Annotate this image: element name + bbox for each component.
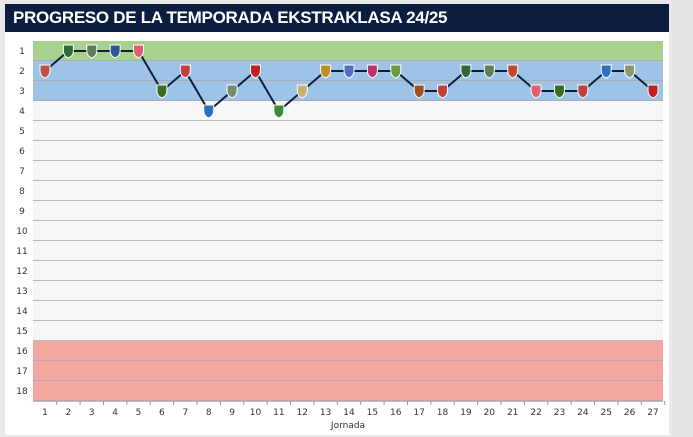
x-tick-label: 17 (413, 408, 424, 418)
team-crest-marker (156, 84, 168, 99)
team-crest-marker (296, 84, 308, 99)
x-tick-label: 21 (507, 408, 518, 418)
row-band-3 (33, 81, 663, 101)
x-tick-label: 3 (89, 408, 95, 418)
row-band-14 (33, 301, 663, 321)
scroll-strip (672, 0, 693, 437)
team-crest-marker (413, 84, 425, 99)
y-tick-label: 4 (19, 107, 25, 117)
x-tick-label: 7 (182, 408, 188, 418)
team-crest-marker (320, 64, 332, 79)
row-band-9 (33, 201, 663, 221)
x-tick-label: 2 (66, 408, 72, 418)
x-tick-label: 11 (273, 408, 284, 418)
y-tick-label: 1 (19, 47, 25, 57)
y-tick-label: 2 (19, 67, 25, 77)
x-tick-label: 6 (159, 408, 165, 418)
row-band-11 (33, 241, 663, 261)
x-tick-label: 19 (460, 408, 472, 418)
y-tick-label: 9 (19, 207, 25, 217)
team-crest-marker (530, 84, 542, 99)
row-band-7 (33, 161, 663, 181)
x-tick-label: 27 (647, 408, 658, 418)
row-band-10 (33, 221, 663, 241)
x-tick-label: 14 (343, 408, 355, 418)
team-crest-marker (553, 84, 565, 99)
x-tick-label: 1 (42, 408, 48, 418)
team-crest-marker (203, 104, 215, 119)
row-band-5 (33, 121, 663, 141)
row-band-6 (33, 141, 663, 161)
team-crest-marker (39, 64, 51, 79)
team-crest-marker (647, 84, 659, 99)
team-crest-marker (273, 104, 285, 119)
team-crest-marker (109, 44, 121, 59)
y-tick-label: 12 (16, 267, 27, 277)
row-band-17 (33, 361, 663, 381)
team-crest-marker (437, 84, 449, 99)
team-crest-marker (577, 84, 589, 99)
y-tick-label: 15 (16, 327, 27, 337)
team-crest-marker (507, 64, 519, 79)
y-tick-label: 7 (19, 167, 25, 177)
team-crest-marker (226, 84, 238, 99)
team-crest-marker (179, 64, 191, 79)
team-crest-marker (62, 44, 74, 59)
y-tick-label: 11 (16, 247, 27, 257)
x-tick-label: 8 (206, 408, 212, 418)
y-tick-label: 6 (19, 147, 25, 157)
x-tick-label: 18 (437, 408, 449, 418)
x-tick-label: 20 (484, 408, 496, 418)
x-tick-label: 16 (390, 408, 402, 418)
team-crest-marker (343, 64, 355, 79)
row-band-15 (33, 321, 663, 341)
x-tick-label: 10 (250, 408, 262, 418)
x-tick-label: 15 (367, 408, 378, 418)
team-crest-marker (249, 64, 261, 79)
team-crest-marker (483, 64, 495, 79)
y-tick-label: 10 (16, 227, 28, 237)
x-tick-label: 26 (624, 408, 636, 418)
team-crest-marker (600, 64, 612, 79)
y-tick-label: 17 (16, 367, 27, 377)
x-axis-label: Jornada (330, 421, 365, 431)
y-tick-label: 14 (16, 307, 28, 317)
team-crest-marker (460, 64, 472, 79)
x-tick-label: 23 (554, 408, 565, 418)
x-tick-label: 5 (136, 408, 142, 418)
row-band-16 (33, 341, 663, 361)
team-crest-marker (390, 64, 402, 79)
page-title: PROGRESO DE LA TEMPORADA EKSTRAKLASA 24/… (5, 4, 669, 32)
y-tick-label: 3 (19, 87, 25, 97)
y-tick-label: 16 (16, 347, 28, 357)
row-band-8 (33, 181, 663, 201)
x-tick-label: 22 (530, 408, 541, 418)
row-band-18 (33, 381, 663, 401)
team-crest-marker (133, 44, 145, 59)
y-tick-label: 5 (19, 127, 25, 137)
x-tick-label: 24 (577, 408, 589, 418)
row-band-12 (33, 261, 663, 281)
row-band-4 (33, 101, 663, 121)
y-tick-label: 8 (19, 187, 25, 197)
y-tick-label: 18 (16, 387, 28, 397)
x-tick-label: 9 (229, 408, 235, 418)
team-crest-marker (624, 64, 636, 79)
x-tick-label: 25 (601, 408, 612, 418)
x-tick-label: 12 (297, 408, 308, 418)
x-tick-label: 13 (320, 408, 331, 418)
x-tick-label: 4 (112, 408, 118, 418)
y-tick-label: 13 (16, 287, 27, 297)
row-band-13 (33, 281, 663, 301)
row-band-1 (33, 41, 663, 61)
team-crest-marker (86, 44, 98, 59)
team-crest-marker (366, 64, 378, 79)
